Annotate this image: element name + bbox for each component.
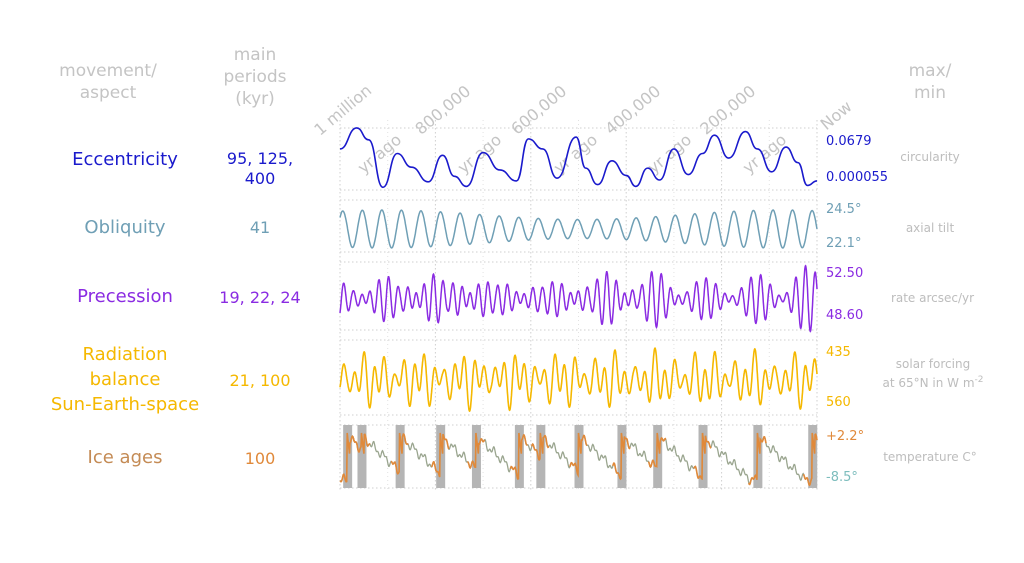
row-label-line: balance (89, 369, 161, 390)
desc-superscript: -2 (974, 375, 984, 385)
period-eccentricity: 95, 125, 400 (205, 149, 315, 189)
min-value-obliquity: 22.1° (826, 236, 862, 251)
header-aspect-line: aspect (79, 83, 137, 103)
series-ice-ages-warm-peak (509, 432, 528, 481)
series-ice-ages-warm-peak (612, 432, 631, 481)
header-maxmin: max/ min (890, 60, 970, 104)
header-maxmin-line: min (913, 83, 947, 103)
max-value-radiation: 435 (826, 345, 851, 360)
interglacial-bar (357, 425, 367, 488)
series-ice-ages-warm-peak (390, 432, 409, 475)
max-value-obliquity: 24.5° (826, 202, 862, 217)
period-line: 21, 100 (229, 371, 291, 390)
series-ice-ages-warm-peak (467, 432, 486, 470)
row-label-line: Obliquity (84, 217, 166, 238)
header-aspect: movement/ aspect (48, 60, 168, 104)
desc-line: circularity (900, 150, 960, 164)
min-value-precession: 48.60 (826, 308, 864, 323)
max-value-ice-ages: +2.2° (826, 429, 865, 444)
series-ice-ages-warm-peak (748, 432, 767, 486)
desc-line: at 65°N in W m-2 (863, 372, 1003, 391)
header-maxmin-line: max/ (908, 61, 952, 81)
row-label-line: Sun-Earth-space (50, 394, 200, 415)
header-periods: main periods (kyr) (205, 44, 305, 110)
series-precession-line (339, 264, 818, 333)
period-radiation: 21, 100 (205, 371, 315, 391)
period-line: 19, 22, 24 (219, 288, 301, 307)
desc-ice-ages: temperature C° (870, 449, 990, 465)
period-precession: 19, 22, 24 (205, 288, 315, 308)
period-line: 400 (244, 169, 276, 188)
desc-eccentricity: circularity (880, 149, 980, 165)
row-label-line: Radiation (82, 344, 168, 365)
period-ice-ages: 100 (205, 449, 315, 469)
series-ice-ages-warm-peak (430, 432, 450, 478)
max-value-precession: 52.50 (826, 266, 864, 281)
period-line: 100 (244, 449, 276, 468)
series-radiation-line (339, 347, 818, 413)
desc-precession: rate arcsec/yr (870, 290, 995, 306)
period-line: 41 (249, 218, 271, 237)
desc-line-text: at 65°N in W m (882, 376, 975, 390)
desc-line: solar forcing (895, 357, 971, 371)
row-label-ice-ages: Ice ages (40, 445, 210, 470)
row-label-eccentricity: Eccentricity (40, 147, 210, 172)
row-label-obliquity: Obliquity (40, 215, 210, 240)
desc-obliquity: axial tilt (880, 220, 980, 236)
desc-line: rate arcsec/yr (890, 291, 975, 305)
min-value-ice-ages: -8.5° (826, 470, 858, 485)
period-obliquity: 41 (205, 218, 315, 238)
desc-line: temperature C° (883, 450, 977, 464)
series-ice-ages-warm-peak (569, 432, 588, 479)
header-aspect-line: movement/ (59, 61, 157, 81)
series-obliquity-line (339, 209, 818, 249)
interglacial-bar (471, 425, 481, 488)
row-label-line: Eccentricity (72, 149, 178, 170)
header-periods-line: (kyr) (235, 89, 275, 109)
series-ice-ages-warm-peak (647, 432, 667, 469)
series-ice-ages-warm-peak (802, 432, 818, 487)
min-value-eccentricity: 0.000055 (826, 170, 889, 185)
desc-line: axial tilt (905, 221, 955, 235)
interglacial-bar (395, 425, 405, 488)
series-ice-ages-warm-peak (352, 432, 371, 454)
header-periods-line: periods (223, 67, 287, 87)
desc-radiation: solar forcing at 65°N in W m-2 (863, 356, 1003, 391)
series-ice-ages-warm-peak (531, 432, 550, 461)
interglacial-bar (536, 425, 546, 488)
row-label-radiation: Radiation balance Sun-Earth-space (30, 342, 220, 417)
row-label-line: Precession (77, 286, 173, 307)
header-periods-line: main (233, 45, 277, 65)
series-ice-ages-warm-peak (693, 432, 712, 481)
min-value-radiation: 560 (826, 395, 851, 410)
period-line: 95, 125, (226, 149, 294, 168)
row-label-precession: Precession (40, 284, 210, 309)
row-label-line: Ice ages (87, 447, 163, 468)
max-value-eccentricity: 0.0679 (826, 134, 872, 149)
interglacial-bar (653, 425, 663, 488)
series-eccentricity-line (339, 127, 818, 189)
